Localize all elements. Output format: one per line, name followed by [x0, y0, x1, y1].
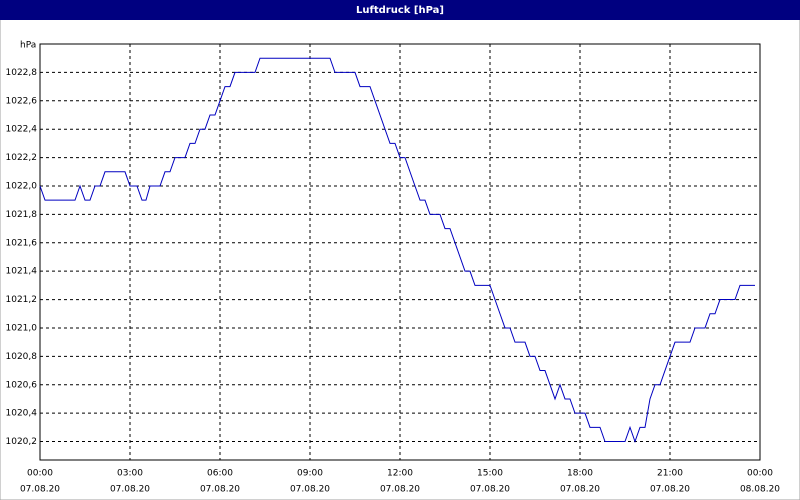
y-tick-label: 1020,2 — [6, 437, 38, 447]
x-tick-label: 09:00 — [297, 469, 323, 479]
x-tick-date: 07.08.20 — [20, 485, 60, 495]
x-tick-label: 00:00 — [747, 469, 773, 479]
x-tick-date: 07.08.20 — [200, 485, 240, 495]
x-tick-date: 08.08.20 — [740, 485, 780, 495]
y-unit: hPa — [20, 41, 36, 51]
y-tick-label: 1021,6 — [6, 238, 38, 248]
x-tick-date: 07.08.20 — [560, 485, 600, 495]
x-tick-label: 21:00 — [657, 469, 683, 479]
title-bar — [0, 0, 800, 20]
x-tick-date: 07.08.20 — [380, 485, 420, 495]
y-tick-label: 1020,4 — [6, 409, 38, 419]
x-tick-label: 15:00 — [477, 469, 503, 479]
y-tick-label: 1021,8 — [6, 210, 38, 220]
x-tick-label: 00:00 — [27, 469, 53, 479]
y-tick-label: 1022,0 — [6, 181, 38, 191]
y-tick-label: 1022,8 — [6, 68, 38, 78]
x-tick-date: 07.08.20 — [290, 485, 330, 495]
x-tick-label: 03:00 — [117, 469, 143, 479]
x-tick-label: 18:00 — [567, 469, 593, 479]
y-tick-label: 1022,2 — [6, 153, 38, 163]
x-tick-label: 06:00 — [207, 469, 233, 479]
x-tick-date: 07.08.20 — [470, 485, 510, 495]
y-tick-label: 1021,0 — [6, 323, 38, 333]
x-tick-date: 07.08.20 — [110, 485, 150, 495]
x-tick-label: 12:00 — [387, 469, 413, 479]
data-line — [39, 57, 755, 444]
chart-title: Luftdruck [hPa] — [356, 5, 444, 16]
y-tick-label: 1020,6 — [6, 380, 38, 390]
y-tick-label: 1022,6 — [6, 96, 38, 106]
y-tick-label: 1021,4 — [6, 267, 38, 277]
y-tick-label: 1022,4 — [6, 125, 38, 135]
x-tick-date: 07.08.20 — [650, 485, 690, 495]
y-tick-label: 1021,2 — [6, 295, 38, 305]
y-tick-label: 1020,8 — [6, 352, 38, 362]
